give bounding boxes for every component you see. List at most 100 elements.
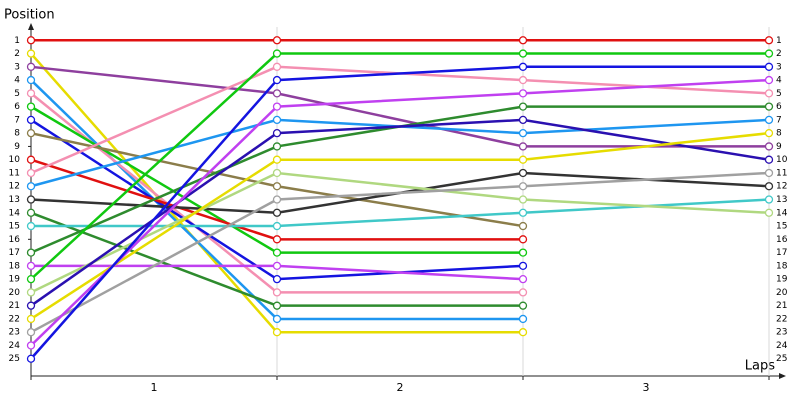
- series-marker: [272, 248, 282, 257]
- series-marker: [26, 301, 36, 310]
- series-marker: [272, 221, 282, 231]
- series-marker: [26, 261, 36, 271]
- y-tick-label: 10: [9, 155, 21, 165]
- y-tick-label: 21: [9, 301, 20, 311]
- y-tick-label-right: 3: [776, 62, 782, 72]
- x-axis-arrow: [779, 373, 786, 379]
- y-tick-label-right: 10: [776, 155, 788, 165]
- series-marker: [764, 102, 774, 111]
- series-marker: [518, 221, 528, 231]
- y-tick-label-right: 13: [776, 195, 787, 205]
- y-axis-arrow: [28, 23, 34, 30]
- series-marker: [518, 155, 528, 164]
- series-marker: [518, 168, 528, 178]
- series-marker: [272, 274, 282, 284]
- y-tick-label-right: 23: [776, 328, 787, 338]
- y-tick-label: 8: [14, 129, 20, 139]
- x-tick-label: 2: [397, 381, 404, 394]
- y-tick-label-right: 5: [776, 89, 782, 99]
- y-tick-label-right: 6: [776, 102, 782, 112]
- series-marker: [518, 328, 528, 337]
- series-marker: [26, 155, 36, 164]
- y-tick-label-right: 4: [776, 76, 782, 86]
- series-marker: [26, 36, 36, 45]
- x-tick-label: 3: [643, 381, 650, 394]
- y-tick-label: 25: [9, 354, 20, 364]
- series-marker: [764, 75, 774, 85]
- series-line: [30, 171, 770, 334]
- series-marker: [26, 102, 36, 111]
- series-marker: [764, 208, 774, 217]
- series-marker: [764, 168, 774, 178]
- series-marker: [272, 288, 282, 297]
- series-marker: [272, 328, 282, 337]
- y-tick-label: 9: [14, 142, 20, 152]
- y-tick-label: 3: [14, 62, 20, 72]
- series-marker: [518, 102, 528, 111]
- series-marker: [764, 89, 774, 98]
- series-marker: [518, 261, 528, 271]
- y-tick-label-right: 11: [776, 168, 787, 178]
- series-line: [30, 65, 769, 360]
- series-marker: [272, 235, 282, 244]
- y-tick-label-right: 16: [776, 235, 788, 245]
- series-marker: [272, 261, 282, 271]
- y-tick-label-right: 17: [776, 248, 787, 258]
- series-marker: [272, 208, 282, 217]
- series-marker: [26, 328, 36, 337]
- y-tick-label: 17: [9, 248, 20, 258]
- series-marker: [518, 274, 528, 284]
- y-tick-label-right: 25: [776, 354, 787, 364]
- x-axis-label: Laps: [745, 359, 775, 374]
- series-marker: [26, 62, 36, 71]
- series-marker: [26, 195, 36, 204]
- y-tick-label: 12: [9, 182, 20, 192]
- series-marker: [272, 129, 282, 138]
- series-line: [30, 78, 770, 347]
- series-marker: [26, 168, 36, 178]
- series-marker: [26, 274, 36, 284]
- series-marker: [26, 354, 36, 363]
- series-marker: [272, 142, 282, 151]
- y-tick-label-right: 9: [776, 142, 782, 152]
- series-marker: [518, 235, 528, 244]
- y-axis-label: Position: [4, 8, 55, 23]
- series-marker: [518, 248, 528, 257]
- series-marker: [518, 62, 528, 71]
- series-marker: [272, 89, 282, 98]
- series-marker: [272, 36, 282, 45]
- y-tick-label: 18: [9, 261, 21, 271]
- y-tick-label: 14: [9, 208, 21, 218]
- series-line: [30, 131, 770, 320]
- y-tick-label: 13: [9, 195, 20, 205]
- series-line: [30, 52, 769, 281]
- series-marker: [272, 75, 282, 85]
- series-marker: [272, 314, 282, 324]
- y-tick-label-right: 18: [776, 261, 788, 271]
- series-marker: [26, 341, 36, 350]
- series-marker: [272, 182, 282, 191]
- series-marker: [26, 314, 36, 324]
- series-marker: [764, 129, 774, 138]
- series-marker: [272, 301, 282, 310]
- series-marker: [272, 49, 282, 58]
- y-tick-label: 11: [9, 168, 20, 178]
- series-marker: [26, 248, 36, 257]
- series-marker: [518, 142, 528, 151]
- series-marker: [518, 89, 528, 98]
- y-tick-label: 23: [9, 328, 20, 338]
- y-tick-label-right: 8: [776, 129, 782, 139]
- series-marker: [272, 102, 282, 111]
- series-marker: [518, 195, 528, 204]
- series-marker: [518, 75, 528, 85]
- y-tick-label-right: 20: [776, 288, 788, 298]
- series-marker: [764, 36, 774, 45]
- series-marker: [26, 208, 36, 217]
- series-marker: [518, 129, 528, 138]
- series-marker: [518, 49, 528, 58]
- series-marker: [764, 142, 774, 151]
- series-marker: [518, 301, 528, 310]
- series-marker: [272, 195, 282, 204]
- series-marker: [518, 314, 528, 324]
